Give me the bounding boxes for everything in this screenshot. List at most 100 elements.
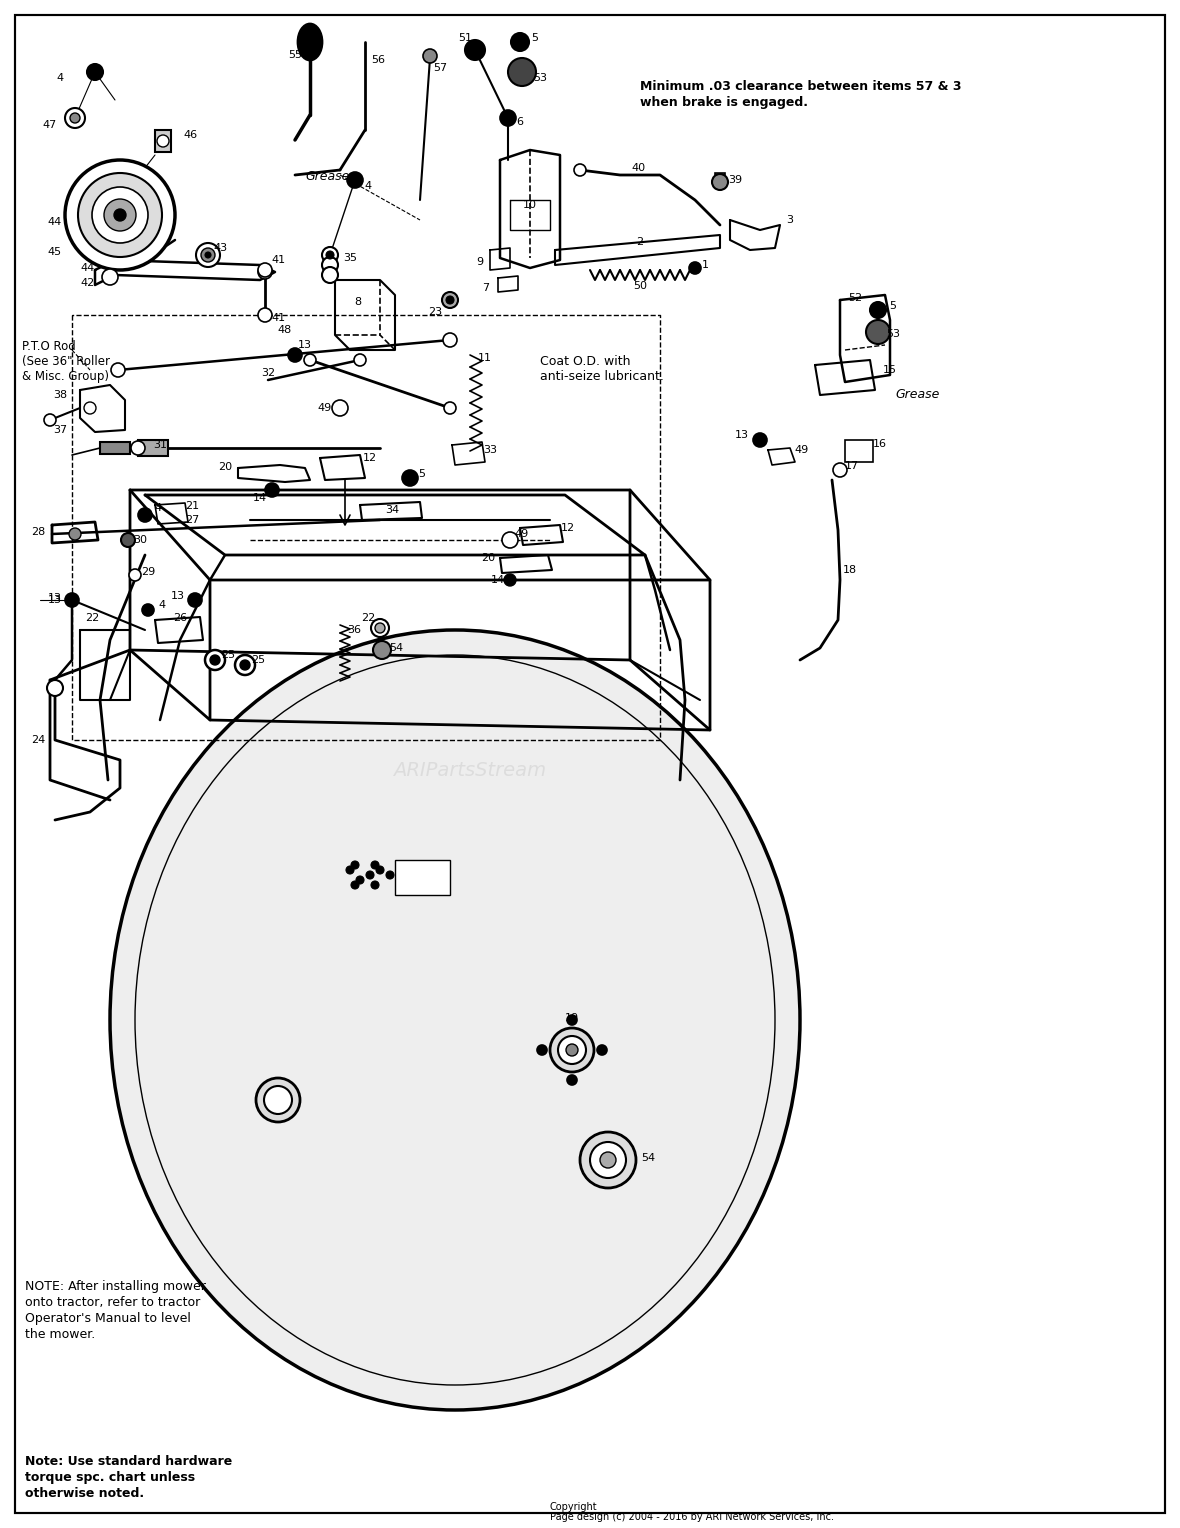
Text: & Misc. Group): & Misc. Group) xyxy=(22,370,109,384)
Circle shape xyxy=(104,199,136,231)
Text: 12: 12 xyxy=(560,523,575,533)
Circle shape xyxy=(753,432,767,448)
Text: Coat O.D. with: Coat O.D. with xyxy=(540,354,630,368)
Text: 5: 5 xyxy=(531,34,538,43)
Text: 56: 56 xyxy=(371,55,385,66)
Text: 11: 11 xyxy=(478,353,492,364)
Circle shape xyxy=(326,251,334,260)
Circle shape xyxy=(157,134,169,147)
Text: 42: 42 xyxy=(81,278,96,287)
Text: 44: 44 xyxy=(48,217,63,228)
Text: 48: 48 xyxy=(277,325,293,335)
Text: 16: 16 xyxy=(873,439,887,449)
Circle shape xyxy=(712,174,728,189)
Circle shape xyxy=(84,402,96,414)
Ellipse shape xyxy=(135,656,775,1384)
Circle shape xyxy=(444,402,455,414)
Circle shape xyxy=(304,354,316,367)
Circle shape xyxy=(573,163,586,176)
Text: 4: 4 xyxy=(365,180,372,191)
Text: 23: 23 xyxy=(428,307,442,316)
Text: 15: 15 xyxy=(883,365,897,374)
Circle shape xyxy=(205,649,225,669)
Circle shape xyxy=(350,860,359,869)
Circle shape xyxy=(188,593,202,607)
Text: when brake is engaged.: when brake is engaged. xyxy=(640,96,808,108)
Text: 41: 41 xyxy=(271,313,286,322)
Text: P.T.O Rod: P.T.O Rod xyxy=(22,341,76,353)
Bar xyxy=(155,130,171,151)
Circle shape xyxy=(375,623,385,633)
Text: 19: 19 xyxy=(565,1013,579,1024)
Circle shape xyxy=(258,264,273,280)
Circle shape xyxy=(288,348,302,362)
Text: Page design (c) 2004 - 2016 by ARI Network Services, Inc.: Page design (c) 2004 - 2016 by ARI Netwo… xyxy=(550,1513,834,1522)
Text: anti-seize lubricant.: anti-seize lubricant. xyxy=(540,370,664,384)
Circle shape xyxy=(65,160,175,270)
Circle shape xyxy=(122,533,135,547)
Text: 5: 5 xyxy=(419,469,426,478)
Text: 4: 4 xyxy=(155,503,162,513)
Text: 37: 37 xyxy=(53,425,67,435)
Text: 29: 29 xyxy=(140,567,155,578)
Circle shape xyxy=(833,463,847,477)
Circle shape xyxy=(256,1077,300,1122)
Circle shape xyxy=(92,186,148,243)
Text: the mower.: the mower. xyxy=(25,1328,96,1342)
Circle shape xyxy=(210,656,219,665)
Circle shape xyxy=(550,1028,594,1073)
Text: 25: 25 xyxy=(221,649,235,660)
Text: 13: 13 xyxy=(299,341,312,350)
Text: 3: 3 xyxy=(787,215,793,225)
Circle shape xyxy=(258,263,273,277)
Circle shape xyxy=(465,40,485,60)
Text: 40: 40 xyxy=(631,163,645,173)
Text: 49: 49 xyxy=(317,403,332,413)
Text: 49: 49 xyxy=(795,445,809,455)
Text: 13: 13 xyxy=(171,591,185,601)
Text: 35: 35 xyxy=(343,254,358,263)
Circle shape xyxy=(142,604,155,616)
Text: 53: 53 xyxy=(886,329,900,339)
Circle shape xyxy=(504,575,516,587)
Text: 28: 28 xyxy=(31,527,45,536)
Circle shape xyxy=(590,1141,627,1178)
Text: 31: 31 xyxy=(153,440,168,451)
Text: 32: 32 xyxy=(261,368,275,377)
Bar xyxy=(715,173,725,182)
Circle shape xyxy=(78,173,162,257)
Text: 54: 54 xyxy=(389,643,404,652)
Circle shape xyxy=(689,261,701,274)
Text: 30: 30 xyxy=(133,535,148,545)
Text: 46: 46 xyxy=(183,130,197,141)
Circle shape xyxy=(373,642,391,659)
Text: 10: 10 xyxy=(523,200,537,209)
Circle shape xyxy=(354,354,366,367)
Text: Grease: Grease xyxy=(304,170,349,183)
Circle shape xyxy=(402,471,418,486)
Circle shape xyxy=(70,113,80,122)
Bar xyxy=(100,442,130,454)
Circle shape xyxy=(446,296,454,304)
Text: Operator's Manual to level: Operator's Manual to level xyxy=(25,1313,191,1325)
Text: 17: 17 xyxy=(845,461,859,471)
Circle shape xyxy=(346,866,354,874)
Circle shape xyxy=(196,243,219,267)
Circle shape xyxy=(597,1045,607,1054)
Text: onto tractor, refer to tractor: onto tractor, refer to tractor xyxy=(25,1296,201,1309)
Text: 4: 4 xyxy=(158,601,165,610)
Text: 41: 41 xyxy=(271,255,286,264)
Text: torque spc. chart unless: torque spc. chart unless xyxy=(25,1471,195,1484)
Text: ARIPartsStream: ARIPartsStream xyxy=(393,761,546,779)
Circle shape xyxy=(47,680,63,695)
Circle shape xyxy=(442,333,457,347)
Text: 14: 14 xyxy=(491,575,505,585)
Bar xyxy=(138,440,168,455)
Circle shape xyxy=(500,110,516,125)
Circle shape xyxy=(371,619,389,637)
Circle shape xyxy=(568,1015,577,1025)
Text: 24: 24 xyxy=(31,735,45,746)
Circle shape xyxy=(44,414,55,426)
Text: 13: 13 xyxy=(735,429,749,440)
Text: (See 36" Roller: (See 36" Roller xyxy=(22,354,110,368)
